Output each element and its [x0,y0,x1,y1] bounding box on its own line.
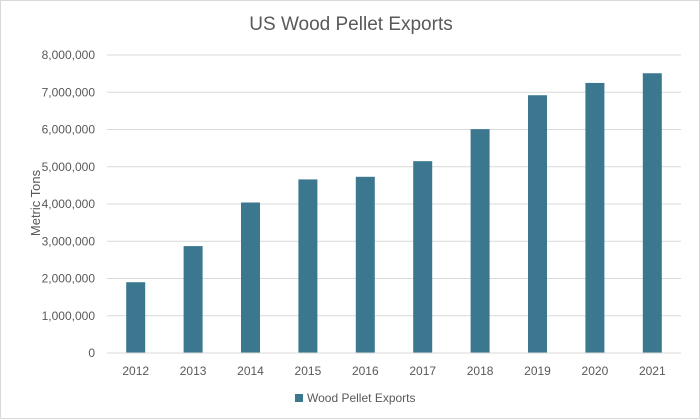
x-tick-label: 2014 [237,364,264,378]
y-tick-label: 5,000,000 [42,160,96,174]
bar-2019 [528,95,547,353]
y-tick-label: 8,000,000 [42,48,96,62]
bar-2017 [413,161,433,353]
bars [126,73,662,353]
x-tick-label: 2016 [352,364,379,378]
x-tick-label: 2021 [639,364,666,378]
y-tick-label: 3,000,000 [42,234,96,248]
legend-swatch [295,394,303,402]
y-tick-label: 1,000,000 [42,309,96,323]
y-tick-label: 6,000,000 [42,123,96,137]
bar-2018 [470,129,490,353]
y-axis-title: Metric Tons [28,169,43,236]
y-tick-label: 2,000,000 [42,272,96,286]
bar-2021 [642,73,662,353]
bar-2014 [241,202,260,353]
y-axis-tick-labels: 0 1,000,000 2,000,000 3,000,000 4,000,000 5,0… [42,48,96,360]
x-axis-tick-labels: 2012 2013 2014 2015 2016 2017 2018 2019 2020 2021 [122,364,666,378]
bar-2020 [585,82,605,353]
y-tick-label: 7,000,000 [42,85,96,99]
x-tick-label: 2020 [582,364,609,378]
bar-2016 [355,176,375,353]
y-tick-label: 4,000,000 [42,197,96,211]
x-tick-label: 2012 [122,364,149,378]
x-tick-label: 2015 [295,364,322,378]
bar-2013 [183,246,203,353]
y-tick-label: 0 [88,346,95,360]
x-tick-label: 2018 [467,364,494,378]
gridlines [107,54,681,317]
legend: Wood Pellet Exports [295,391,416,405]
x-tick-label: 2019 [524,364,551,378]
bar-2015 [298,179,318,353]
legend-label: Wood Pellet Exports [307,391,416,405]
x-tick-label: 2017 [409,364,436,378]
chart-title: US Wood Pellet Exports [249,14,452,35]
x-tick-label: 2013 [180,364,207,378]
bar-2012 [126,282,146,353]
